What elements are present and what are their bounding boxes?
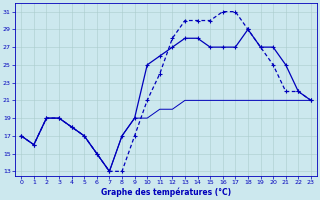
X-axis label: Graphe des températures (°C): Graphe des températures (°C): [101, 188, 231, 197]
